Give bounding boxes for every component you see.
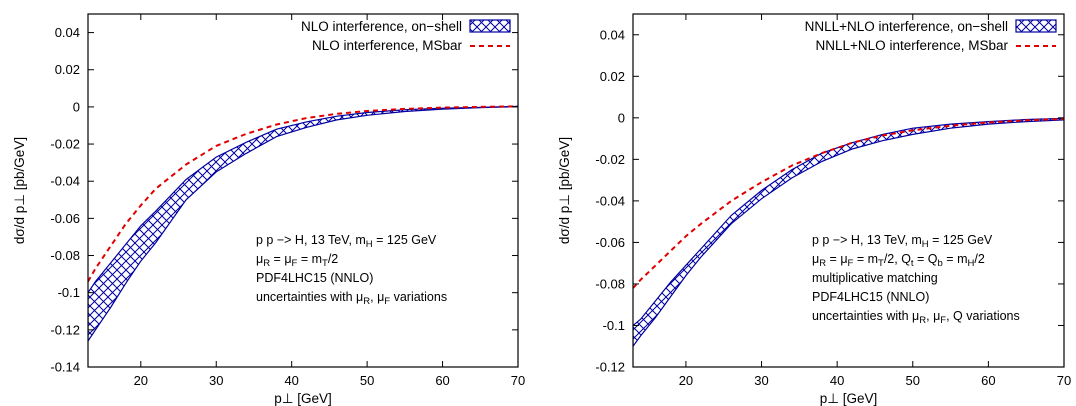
annotation-text: /2, Q xyxy=(884,252,911,266)
x-tick-label: 50 xyxy=(906,373,920,388)
annotation-subscript: T xyxy=(322,258,328,269)
legend-swatch-band xyxy=(469,19,511,33)
annotation-subscript: F xyxy=(940,315,946,326)
x-tick-label: 40 xyxy=(830,373,844,388)
y-tick-label: -0.08 xyxy=(595,276,625,291)
annotation-text: = Q xyxy=(914,252,938,266)
x-tick-label: 30 xyxy=(754,373,768,388)
annotation-subscript: R xyxy=(919,315,926,326)
y-axis-label: dσ/d p⊥ [pb/GeV] xyxy=(12,137,27,244)
annotation-text: μ xyxy=(812,252,819,266)
annotation-subscript: R xyxy=(363,296,370,307)
annotation-line: PDF4LHC15 (NNLO) xyxy=(812,290,929,304)
y-tick-label: 0.02 xyxy=(600,69,625,84)
annotation-line: uncertainties with μR, μF variations xyxy=(256,290,447,307)
annotation-subscript: t xyxy=(911,258,914,269)
y-axis-label: dσ/d p⊥ [pb/GeV] xyxy=(557,137,572,244)
annotation-text: uncertainties with μ xyxy=(256,290,363,304)
y-tick-label: -0.04 xyxy=(595,193,625,208)
x-axis-label: p⊥ [GeV] xyxy=(274,391,332,406)
annotation-subscript: H xyxy=(922,239,929,250)
x-tick-label: 20 xyxy=(134,373,148,388)
annotation-line: μR = μF = mT/2, Qt = Qb = mH/2 xyxy=(812,252,985,269)
y-tick-label: 0 xyxy=(618,110,625,125)
plot-frame xyxy=(87,13,519,368)
y-tick-label: -0.04 xyxy=(50,174,80,189)
y-tick-label: -0.02 xyxy=(595,152,625,167)
x-tick-label: 60 xyxy=(435,373,449,388)
x-tick-label: 70 xyxy=(1057,373,1071,388)
annotation-subscript: T xyxy=(878,258,884,269)
plot-area xyxy=(88,105,518,343)
plot-area xyxy=(633,117,1064,348)
annotation-subscript: R xyxy=(819,258,826,269)
annotation-text: = m xyxy=(297,252,322,266)
annotation-text: , μ xyxy=(926,309,940,323)
annotation-text: = m xyxy=(853,252,878,266)
annotation-text: = μ xyxy=(826,252,847,266)
annotation-subscript: H xyxy=(366,239,373,250)
annotation-text: variations xyxy=(390,290,447,304)
y-tick-label: -0.12 xyxy=(50,322,80,337)
y-tick-label: -0.1 xyxy=(603,318,625,333)
legend-swatch-band xyxy=(1015,19,1057,33)
legend-label-dashed: NLO interference, MSbar xyxy=(312,38,463,53)
msbar-dashed-line xyxy=(633,117,1064,289)
annotation-text: , Q variations xyxy=(946,309,1020,323)
annotation-line: PDF4LHC15 (NNLO) xyxy=(256,271,373,285)
x-tick-label: 70 xyxy=(511,373,525,388)
annotation-text: , μ xyxy=(370,290,384,304)
right-chart-panel: 0.04 0.02 0 -0.02 -0.04 -0.06 -0.08 -0.1 -0.12 20… xyxy=(557,13,1071,406)
x-tick-label: 30 xyxy=(209,373,223,388)
annotation-text: uncertainties with μ xyxy=(812,309,919,323)
annotation-line: uncertainties with μR, μF, Q variations xyxy=(812,309,1020,326)
annotation-text: /2 xyxy=(328,252,338,266)
annotation-text: multiplicative matching xyxy=(812,271,938,285)
annotation-subscript: b xyxy=(938,258,943,269)
x-axis-label: p⊥ [GeV] xyxy=(820,391,878,406)
legend-label-band: NLO interference, on−shell xyxy=(301,19,462,34)
x-tick-label: 60 xyxy=(981,373,995,388)
annotation-text: PDF4LHC15 (NNLO) xyxy=(812,290,929,304)
x-tick-label: 40 xyxy=(284,373,298,388)
y-tick-label: -0.06 xyxy=(595,235,625,250)
annotation-subscript: F xyxy=(292,258,298,269)
annotation-text: p p −> H, 13 TeV, m xyxy=(256,233,366,247)
y-tick-label: 0.02 xyxy=(55,62,80,77)
y-tick-label: -0.02 xyxy=(50,137,80,152)
annotation-text: PDF4LHC15 (NNLO) xyxy=(256,271,373,285)
annotation-line: μR = μF = mT/2 xyxy=(256,252,338,269)
y-tick-label: -0.08 xyxy=(50,248,80,263)
y-tick-label: 0.04 xyxy=(600,27,625,42)
y-tick-label: -0.1 xyxy=(58,285,80,300)
annotation-line: multiplicative matching xyxy=(812,271,938,285)
uncertainty-band xyxy=(88,105,518,343)
y-tick-label: -0.12 xyxy=(595,360,625,375)
annotation-text: = 125 GeV xyxy=(373,233,437,247)
annotation-text: μ xyxy=(256,252,263,266)
legend-label-dashed: NNLL+NLO interference, MSbar xyxy=(816,38,1009,53)
y-tick-label: -0.14 xyxy=(50,360,80,375)
annotation-text: = μ xyxy=(270,252,291,266)
annotation-subscript: F xyxy=(848,258,854,269)
annotation-text: p p −> H, 13 TeV, m xyxy=(812,233,922,247)
annotation-subscript: F xyxy=(384,296,390,307)
annotation-subscript: H xyxy=(968,258,975,269)
y-tick-label: -0.06 xyxy=(50,211,80,226)
left-chart-panel: 0.04 0.02 0 -0.02 -0.04 -0.06 -0.08 -0.1 -0.12 -0… xyxy=(12,13,525,406)
x-tick-label: 20 xyxy=(679,373,693,388)
annotation-line: p p −> H, 13 TeV, mH = 125 GeV xyxy=(256,233,437,250)
annotation-subscript: R xyxy=(263,258,270,269)
uncertainty-band xyxy=(633,117,1064,348)
annotation-text: /2 xyxy=(974,252,984,266)
y-tick-label: 0.04 xyxy=(55,25,80,40)
plot-frame xyxy=(632,13,1065,368)
annotation-text: = 125 GeV xyxy=(929,233,993,247)
annotation-text: = m xyxy=(943,252,968,266)
y-tick-label: 0 xyxy=(73,99,80,114)
annotation-line: p p −> H, 13 TeV, mH = 125 GeV xyxy=(812,233,993,250)
legend-label-band: NNLL+NLO interference, on−shell xyxy=(805,19,1008,34)
x-tick-label: 50 xyxy=(360,373,374,388)
